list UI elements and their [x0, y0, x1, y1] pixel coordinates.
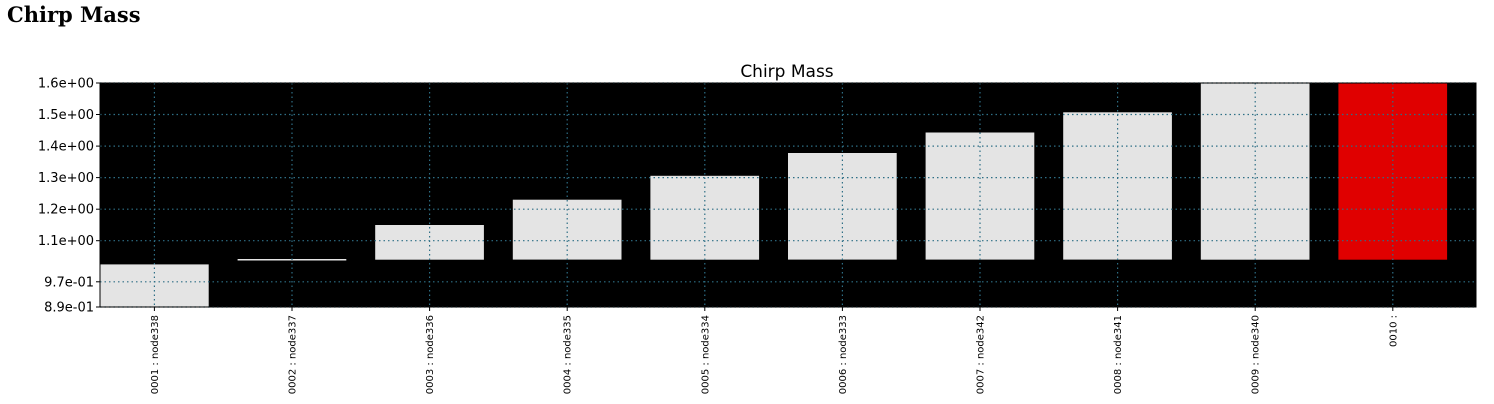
bar-8 [1063, 112, 1172, 260]
plot-frame [99, 82, 1477, 308]
y-tick-label-4: 1.2e+00 [38, 203, 94, 218]
x-tick-label-2: 0002 : node337 [288, 315, 299, 394]
x-tick-label-3: 0003 : node336 [425, 315, 436, 394]
page-heading: Chirp Mass [7, 2, 141, 27]
chart-title: Chirp Mass [740, 62, 833, 82]
x-tick-label-5: 0005 : node334 [700, 315, 711, 394]
y-tick-label-8: 1.6e+00 [38, 77, 94, 92]
x-tick-label-8: 0008 : node341 [1113, 315, 1124, 394]
grid-layer [100, 82, 1476, 308]
bar-5 [650, 175, 760, 260]
y-tick-label-1: 8.9e-01 [44, 301, 94, 316]
y-tick-label-6: 1.4e+00 [38, 140, 94, 155]
y-tick-label-5: 1.3e+00 [38, 171, 94, 186]
x-tick-label-6: 0006 : node333 [838, 315, 849, 394]
x-tick-label-10: 0010 : [1388, 315, 1399, 347]
x-axis: 0001 : node338 0002 : node337 0003 : node3… [150, 307, 1399, 394]
y-axis: 8.9e-01 9.7e-01 1.1e+00 1.2e+00 1.3e+00 1.4e+… [38, 77, 100, 316]
y-tick-label-2: 9.7e-01 [44, 275, 94, 290]
x-tick-label-9: 0009 : node340 [1251, 315, 1262, 394]
x-tick-label-4: 0004 : node335 [563, 315, 574, 394]
bar-3 [375, 225, 484, 260]
y-tick-label-3: 1.1e+00 [38, 234, 94, 249]
x-tick-label-7: 0007 : node342 [976, 315, 987, 394]
bar-9 [1200, 83, 1310, 260]
x-tick-label-1: 0001 : node338 [150, 315, 161, 394]
y-tick-label-7: 1.5e+00 [38, 108, 94, 123]
bar-10 [1338, 83, 1448, 260]
